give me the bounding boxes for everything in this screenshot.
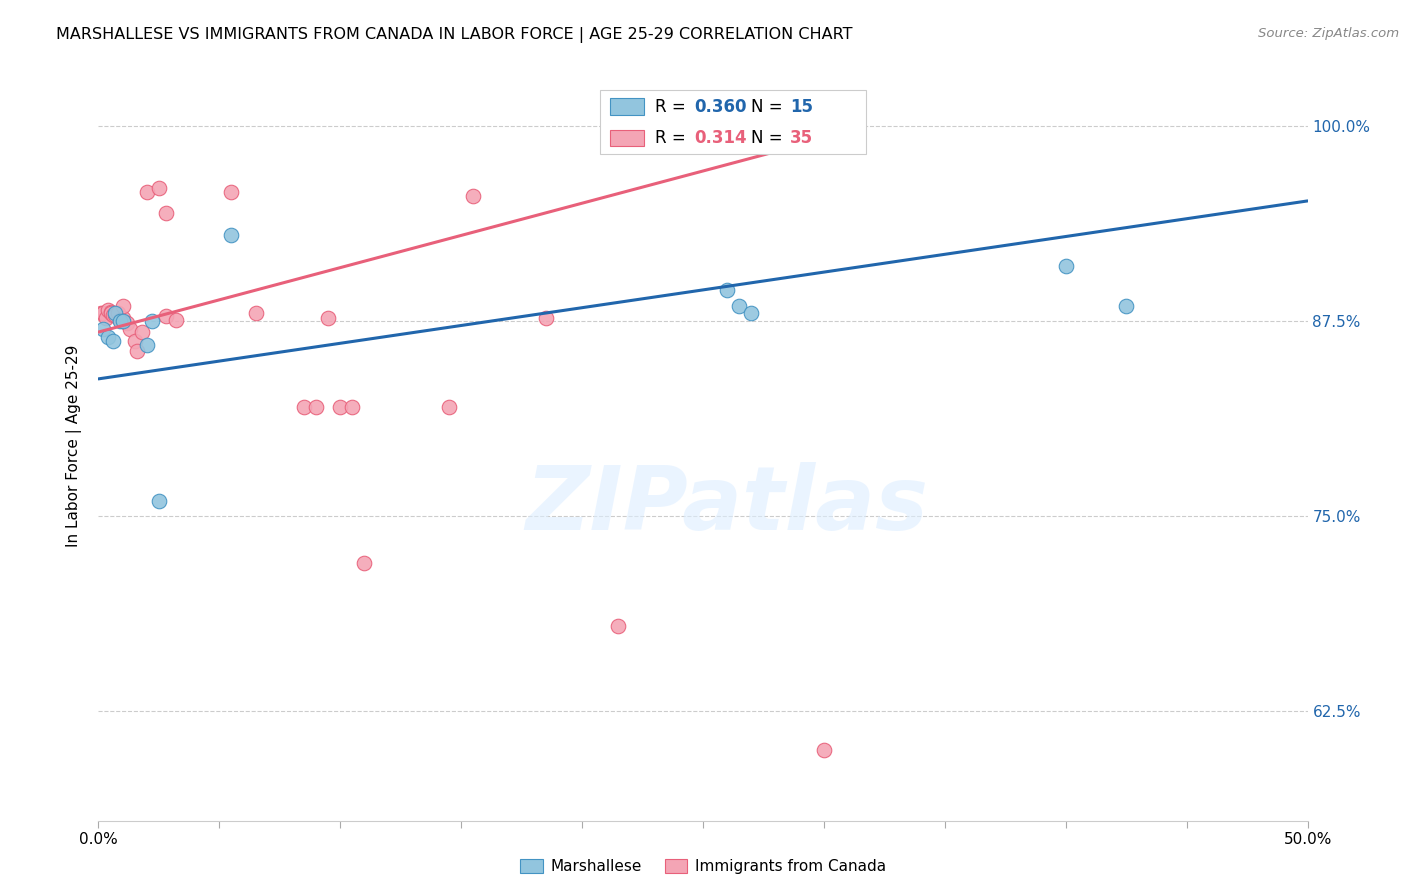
- Point: [107, 306, 129, 320]
- Point: [342, 400, 364, 414]
- Point: [101, 334, 124, 349]
- Text: 0.314: 0.314: [695, 129, 747, 147]
- FancyBboxPatch shape: [600, 90, 866, 153]
- Point: [329, 400, 352, 414]
- Point: [97, 329, 120, 343]
- Point: [117, 316, 139, 330]
- Point: [607, 618, 630, 632]
- Text: MARSHALLESE VS IMMIGRANTS FROM CANADA IN LABOR FORCE | AGE 25-29 CORRELATION CHA: MARSHALLESE VS IMMIGRANTS FROM CANADA IN…: [56, 27, 853, 43]
- Point: [463, 189, 485, 203]
- Point: [353, 556, 375, 570]
- Point: [148, 181, 170, 195]
- Point: [111, 298, 134, 312]
- Text: Source: ZipAtlas.com: Source: ZipAtlas.com: [1258, 27, 1399, 40]
- Point: [104, 308, 127, 322]
- Y-axis label: In Labor Force | Age 25-29: In Labor Force | Age 25-29: [66, 345, 83, 547]
- Point: [100, 304, 122, 318]
- Point: [316, 310, 339, 325]
- Point: [141, 314, 163, 328]
- Point: [245, 306, 267, 320]
- Text: 0.360: 0.360: [695, 97, 747, 116]
- Point: [534, 310, 557, 325]
- Point: [111, 310, 134, 325]
- Text: 15: 15: [790, 97, 813, 116]
- Legend: Marshallese, Immigrants from Canada: Marshallese, Immigrants from Canada: [513, 853, 893, 880]
- Point: [165, 312, 187, 326]
- FancyBboxPatch shape: [610, 98, 644, 115]
- Point: [1115, 298, 1137, 312]
- Point: [135, 185, 157, 199]
- Point: [108, 314, 131, 328]
- Point: [135, 337, 157, 351]
- Point: [148, 493, 170, 508]
- Text: N =: N =: [751, 129, 789, 147]
- Point: [740, 306, 762, 320]
- Text: 35: 35: [790, 129, 813, 147]
- Point: [127, 343, 149, 358]
- Point: [131, 325, 153, 339]
- Point: [292, 400, 315, 414]
- Text: ZIPatlas: ZIPatlas: [526, 462, 929, 549]
- Text: N =: N =: [751, 97, 789, 116]
- Point: [221, 228, 243, 243]
- Point: [813, 743, 835, 757]
- Text: R =: R =: [655, 97, 690, 116]
- Point: [155, 310, 177, 324]
- Point: [94, 310, 117, 325]
- Point: [100, 306, 122, 320]
- Text: R =: R =: [655, 129, 690, 147]
- Point: [305, 400, 328, 414]
- Point: [716, 283, 738, 297]
- Point: [728, 298, 751, 312]
- Point: [155, 206, 177, 220]
- Point: [97, 303, 120, 318]
- Point: [118, 322, 141, 336]
- FancyBboxPatch shape: [610, 130, 644, 146]
- Point: [91, 322, 114, 336]
- Point: [90, 306, 112, 320]
- Point: [91, 306, 114, 320]
- Point: [104, 306, 127, 320]
- Point: [1054, 260, 1077, 274]
- Point: [124, 334, 146, 349]
- Point: [221, 185, 243, 199]
- Point: [101, 308, 124, 322]
- Point: [108, 312, 131, 326]
- Point: [111, 314, 134, 328]
- Point: [437, 400, 460, 414]
